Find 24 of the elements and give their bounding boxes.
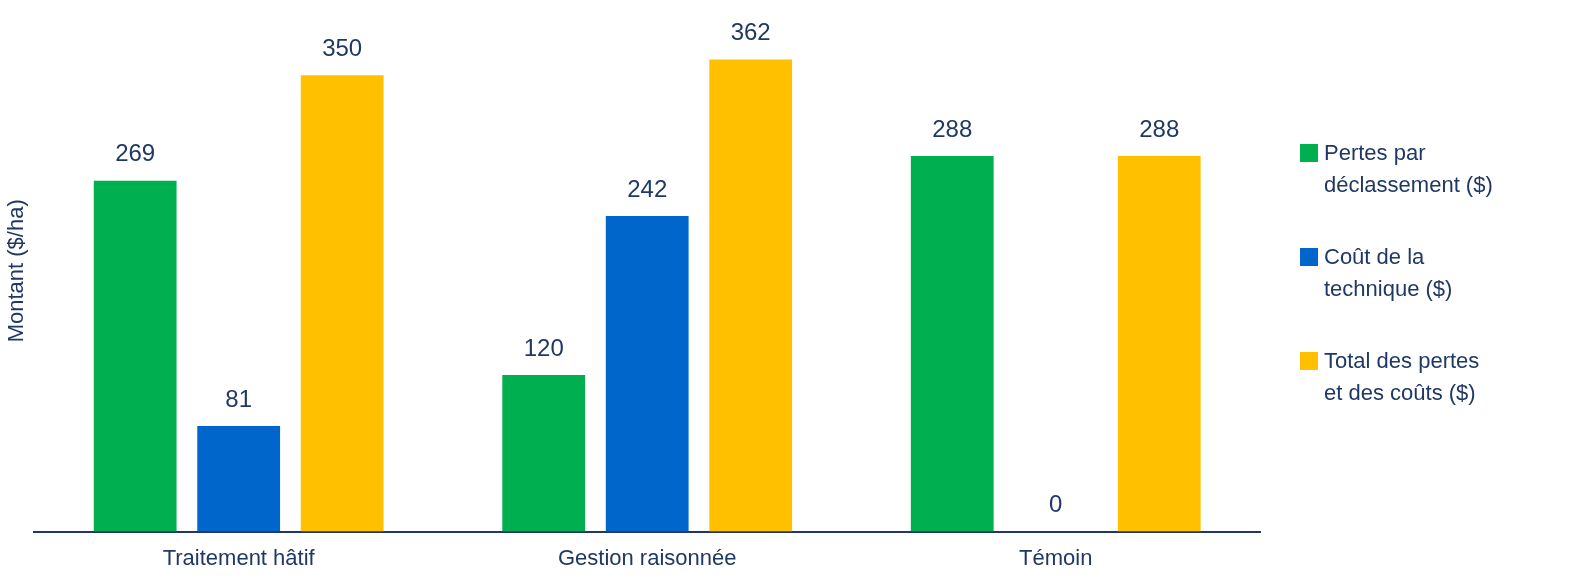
data-label: 288 [1139,114,1180,142]
legend-label: Total des pertes et des coûts ($) [1324,347,1481,407]
data-label: 350 [322,33,363,61]
legend-label: Coût de la technique ($) [1324,243,1454,303]
data-label: 81 [225,384,253,412]
x-tick-label: Traitement hâtif [162,544,316,570]
bar [709,59,793,532]
bar [910,156,994,532]
x-tick-label: Gestion raisonnée [557,544,737,570]
legend-label: Pertes par déclassement ($) [1324,139,1494,199]
data-label: 0 [1049,490,1063,518]
data-label: 362 [730,18,771,46]
bar [605,216,689,532]
x-tick-label: Témoin [1019,544,1093,570]
bar [300,75,384,532]
data-label: 269 [115,139,156,167]
data-label: 288 [932,114,973,142]
y-axis-title: Montant ($/ha) [3,199,29,343]
data-label: 120 [523,333,564,361]
bar [1117,156,1201,532]
bar [197,425,281,532]
data-label: 242 [627,174,668,202]
bar [93,180,177,532]
bar [502,375,586,532]
